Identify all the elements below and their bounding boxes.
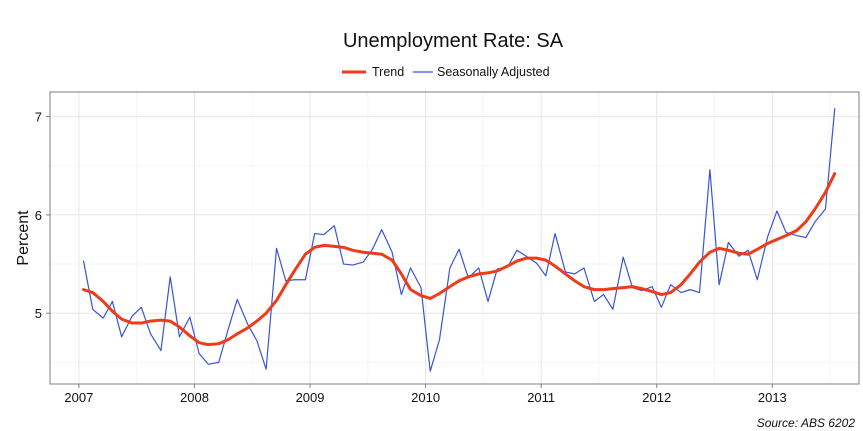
source-note: Source: ABS 6202 <box>757 416 856 430</box>
axes: 2007 2008 2009 2010 2011 2012 2013 5 6 7 <box>35 110 787 405</box>
legend-label-seasonally-adjusted: Seasonally Adjusted <box>437 65 550 79</box>
x-tick-label: 2012 <box>642 390 671 405</box>
legend: Trend Seasonally Adjusted <box>342 65 550 79</box>
x-tick-label: 2009 <box>296 390 325 405</box>
x-tick-label: 2010 <box>411 390 440 405</box>
x-tick-label: 2013 <box>758 390 787 405</box>
x-tick-label: 2011 <box>527 390 555 405</box>
x-tick-label: 2007 <box>64 390 93 405</box>
x-tick-label: 2008 <box>180 390 209 405</box>
series-lines <box>82 108 837 372</box>
chart-title: Unemployment Rate: SA <box>343 30 564 52</box>
plot-panel <box>49 91 860 385</box>
legend-label-trend: Trend <box>372 65 404 79</box>
y-tick-label: 7 <box>35 110 42 125</box>
grid <box>50 92 859 384</box>
y-axis-title: Percent <box>15 210 32 266</box>
y-tick-label: 5 <box>35 306 42 321</box>
series-line-seasonally-adjusted <box>82 108 836 372</box>
y-tick-label: 6 <box>35 208 42 223</box>
series-line-trend <box>82 172 837 347</box>
